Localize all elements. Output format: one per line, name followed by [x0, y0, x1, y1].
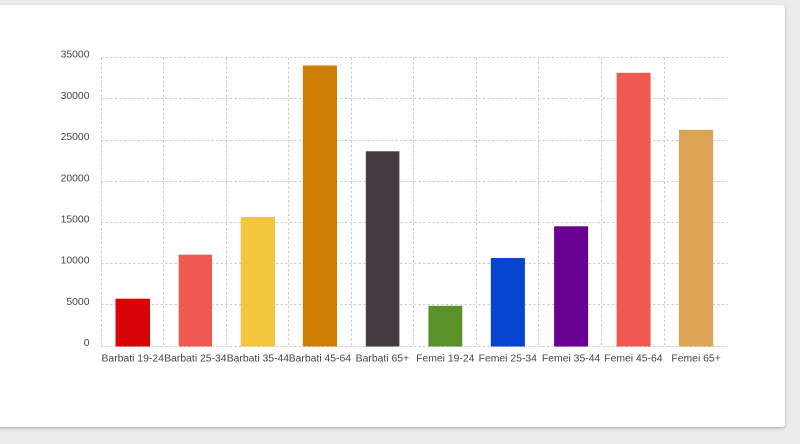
svg-text:5000: 5000 [66, 297, 89, 308]
svg-text:10000: 10000 [61, 256, 90, 267]
svg-text:Femei 25-34: Femei 25-34 [479, 354, 538, 365]
svg-text:0: 0 [84, 338, 90, 349]
svg-text:Femei 45-64: Femei 45-64 [604, 354, 663, 365]
svg-text:Femei 19-24: Femei 19-24 [416, 354, 475, 365]
svg-text:Femei 65+: Femei 65+ [671, 354, 720, 365]
svg-text:15000: 15000 [61, 215, 90, 226]
svg-text:20000: 20000 [61, 173, 90, 184]
svg-text:Barbati 35-44: Barbati 35-44 [227, 354, 290, 365]
svg-text:Barbati 65+: Barbati 65+ [356, 354, 409, 365]
svg-text:35000: 35000 [61, 50, 90, 61]
svg-text:Barbati 25-34: Barbati 25-34 [164, 354, 227, 365]
svg-text:Femei 35-44: Femei 35-44 [542, 354, 601, 365]
svg-text:30000: 30000 [61, 91, 90, 102]
svg-text:Barbati 45-64: Barbati 45-64 [289, 354, 352, 365]
svg-text:25000: 25000 [61, 132, 90, 143]
svg-text:Barbati 19-24: Barbati 19-24 [102, 354, 165, 365]
